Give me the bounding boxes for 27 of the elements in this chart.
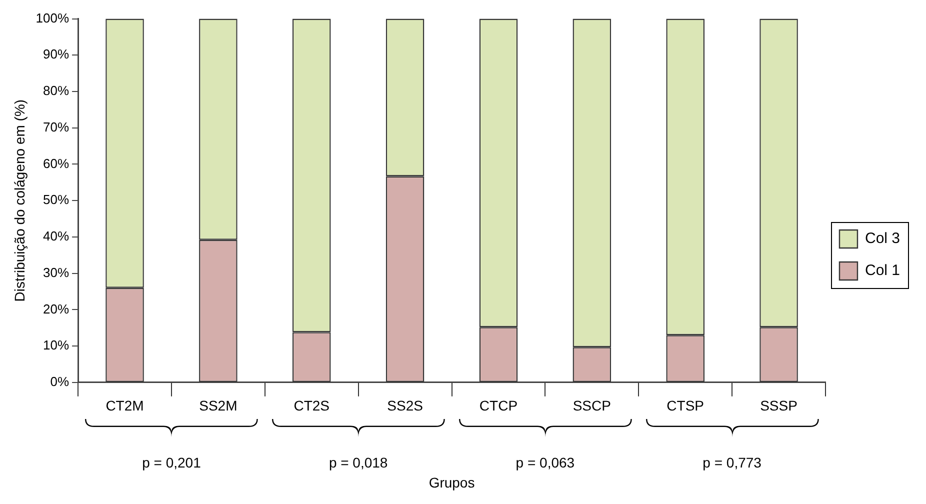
- y-tick-label: 60%: [43, 156, 70, 171]
- y-tick-label: 0%: [50, 374, 70, 389]
- y-tick-label: 70%: [43, 119, 70, 134]
- x-tick-label: SSSP: [760, 398, 798, 414]
- y-tick-label: 80%: [43, 83, 70, 98]
- x-tick-label: SS2S: [387, 398, 423, 414]
- legend-label: Col 3: [864, 230, 900, 248]
- text: p = 0,018: [328, 454, 388, 470]
- y-tick-label: 40%: [43, 228, 70, 244]
- text: p = 0,773: [702, 454, 762, 470]
- x-tick-label: SS2M: [199, 398, 238, 414]
- x-tick-label: CT2M: [106, 398, 144, 414]
- legend-label: Col 1: [864, 262, 900, 280]
- text: p = 0,201: [142, 454, 202, 470]
- x-tick-label: CTSP: [666, 398, 704, 414]
- y-tick-label: 90%: [43, 46, 70, 62]
- y-tick-label: 20%: [43, 301, 70, 316]
- y-tick-label: 30%: [43, 264, 70, 280]
- x-tick-label: SSCP: [572, 398, 611, 414]
- text: p = 0,063: [516, 454, 575, 470]
- x-tick-label: CT2S: [294, 398, 330, 414]
- y-axis-title: Distribuição do colágeno em (%): [11, 99, 28, 302]
- x-axis-title: Grupos: [428, 474, 475, 490]
- x-tick-label: CTCP: [479, 398, 518, 414]
- y-tick-label: 100%: [36, 10, 70, 26]
- y-tick-label: 50%: [43, 192, 70, 208]
- y-tick-label: 10%: [43, 338, 70, 353]
